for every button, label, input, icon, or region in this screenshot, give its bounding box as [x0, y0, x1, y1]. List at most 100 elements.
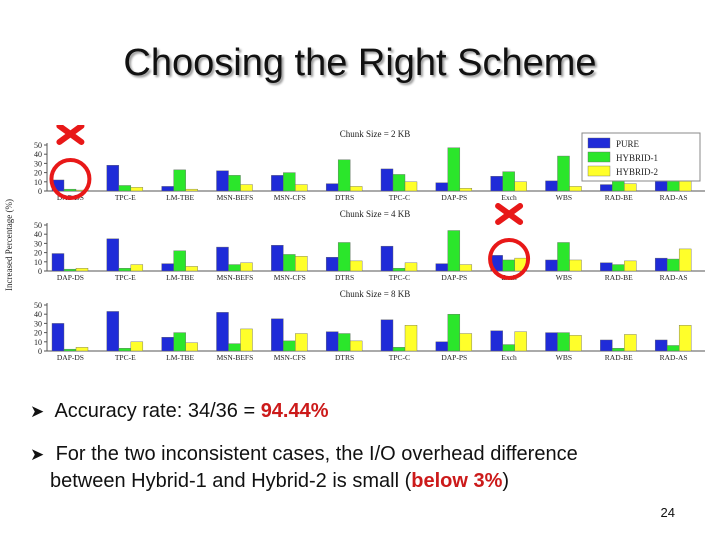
x-tick-label: DTRS — [335, 353, 354, 362]
bar — [51, 253, 65, 272]
y-tick-label: 10 — [34, 338, 42, 347]
x-tick-label: DAP-PS — [441, 193, 467, 202]
x-tick-label: DAP-PS — [441, 353, 467, 362]
x-tick-label: TPC-C — [389, 353, 410, 362]
x-tick-label: TPC-C — [389, 273, 410, 282]
bar — [612, 264, 625, 272]
x-tick-label: TPC-C — [389, 193, 410, 202]
x-tick-label: DAP-DS — [57, 353, 84, 362]
bar — [295, 256, 308, 272]
y-tick-label: 0 — [38, 347, 42, 356]
bar — [161, 336, 174, 352]
x-tick-label: LM-TBE — [166, 273, 194, 282]
x-tick-label: MSN-CFS — [274, 353, 306, 362]
bar — [404, 325, 418, 352]
bar — [173, 332, 186, 352]
bar — [240, 262, 253, 272]
y-tick-label: 40 — [34, 150, 42, 159]
bar — [63, 348, 77, 352]
bar — [130, 264, 144, 272]
legend-label: HYBRID-1 — [616, 153, 658, 163]
bar — [337, 242, 351, 272]
x-tick-label: Exch — [501, 353, 517, 362]
annotation-circle — [49, 158, 92, 200]
bar — [161, 186, 174, 192]
x-tick-label: RAD-BE — [605, 193, 633, 202]
x-tick-label: RAD-AS — [660, 193, 688, 202]
bar — [130, 187, 144, 192]
bullet-accuracy: ➤ Accuracy rate: 34/36 = 94.44% — [30, 398, 329, 425]
annotation-cross-icon — [495, 203, 524, 225]
bar — [447, 313, 461, 352]
bar — [502, 259, 515, 272]
bar — [678, 248, 692, 272]
bar — [228, 175, 241, 192]
y-tick-label: 10 — [34, 178, 42, 187]
x-tick-label: RAD-BE — [605, 273, 633, 282]
annotation-circle — [488, 238, 531, 280]
bar — [75, 189, 89, 192]
bar — [349, 186, 363, 192]
x-tick-label: DAP-PS — [441, 273, 467, 282]
annotation-cross-icon — [56, 125, 85, 145]
x-tick-label: MSN-BEFS — [217, 353, 254, 362]
x-tick-label: LM-TBE — [166, 353, 194, 362]
bar — [490, 330, 503, 352]
bar — [404, 262, 418, 272]
bar — [459, 333, 473, 352]
y-axis-label: Increased Percentage (%) — [4, 199, 14, 291]
bar — [283, 254, 296, 272]
bar — [447, 147, 461, 192]
bar — [545, 332, 558, 352]
bar — [459, 188, 473, 192]
bar — [337, 159, 351, 192]
bar — [624, 183, 637, 192]
bar — [63, 268, 77, 272]
bar — [75, 268, 89, 272]
x-tick-label: TPC-E — [115, 193, 136, 202]
bar — [325, 256, 339, 272]
y-tick-label: 50 — [34, 141, 42, 150]
x-tick-label: MSN-CFS — [274, 193, 306, 202]
bar — [240, 328, 253, 352]
bar — [118, 268, 132, 272]
legend-label: PURE — [616, 139, 640, 149]
bar — [380, 319, 394, 352]
bar — [271, 318, 284, 352]
bar — [600, 184, 613, 192]
x-tick-label: MSN-BEFS — [217, 273, 254, 282]
bar — [380, 168, 394, 192]
bar — [295, 333, 308, 352]
arrow-bullet-icon: ➤ — [30, 402, 45, 421]
bar — [75, 347, 89, 352]
bar — [654, 339, 668, 352]
bar — [435, 341, 449, 352]
x-tick-label: RAD-AS — [660, 353, 688, 362]
bar — [569, 259, 582, 272]
bar — [283, 172, 296, 192]
x-tick-label: LM-TBE — [166, 193, 194, 202]
bar — [185, 188, 198, 192]
bar — [490, 176, 503, 192]
bar — [612, 348, 625, 352]
bar — [325, 331, 339, 352]
bar — [447, 230, 461, 272]
slide-title: Choosing the Right Scheme — [123, 42, 597, 84]
bar — [392, 268, 406, 272]
bar — [51, 323, 65, 352]
page-number: 24 — [660, 505, 675, 520]
x-tick-label: WBS — [556, 353, 572, 362]
y-tick-label: 30 — [34, 159, 42, 168]
arrow-bullet-icon: ➤ — [30, 445, 45, 464]
bar — [435, 182, 449, 192]
x-tick-label: MSN-CFS — [274, 273, 306, 282]
x-tick-label: MSN-BEFS — [217, 193, 254, 202]
bar — [349, 260, 363, 272]
panel-title: Chunk Size = 2 KB — [340, 129, 411, 139]
bar — [600, 262, 613, 272]
bar — [514, 331, 527, 352]
bar — [392, 174, 406, 192]
y-tick-label: 50 — [34, 221, 42, 230]
bar — [228, 343, 241, 352]
bar — [173, 250, 186, 272]
